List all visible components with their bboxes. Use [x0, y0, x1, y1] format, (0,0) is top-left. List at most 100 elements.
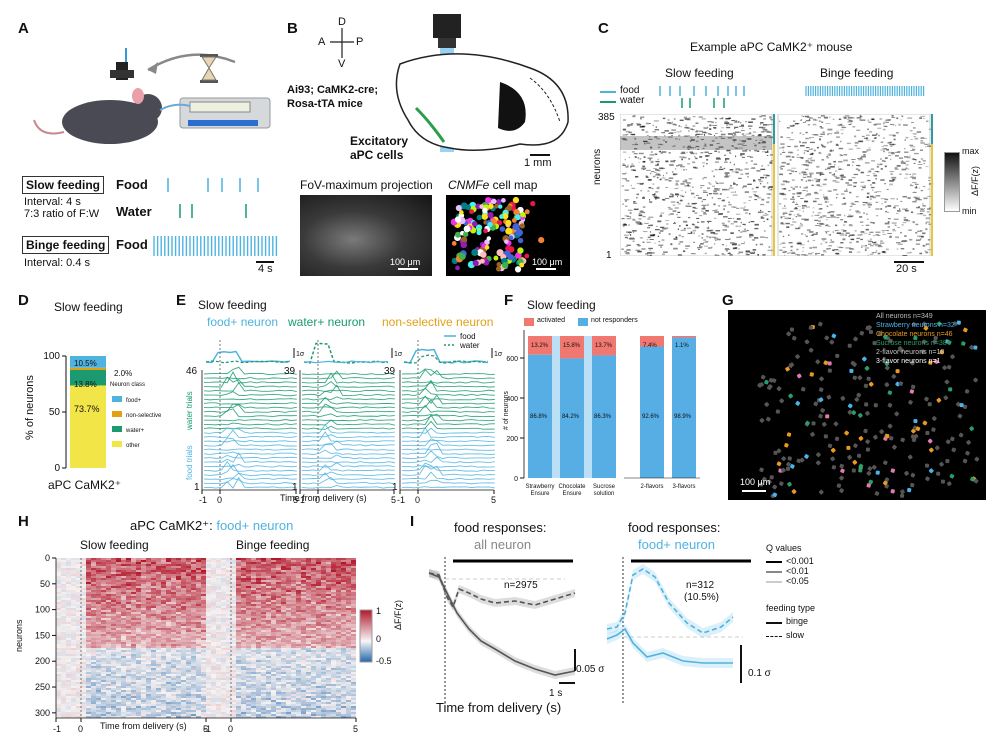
h-heat-cell — [191, 580, 196, 582]
h-heat-cell — [186, 590, 191, 592]
c-pixel — [811, 179, 814, 182]
c-pixel — [848, 148, 854, 150]
h-heat-cell — [166, 594, 171, 596]
c-pixel — [748, 128, 752, 130]
c-pixel — [824, 230, 830, 233]
h-heat-cell — [131, 672, 136, 674]
c-pixel — [807, 157, 812, 160]
h-heat-cell — [196, 690, 201, 692]
h-heat-cell — [71, 562, 76, 564]
c-pixel — [704, 127, 708, 129]
h-heat-cell — [191, 672, 196, 674]
h-heat-cell — [161, 694, 166, 696]
c-pixel — [686, 146, 692, 149]
h-heat-cell — [86, 646, 91, 648]
h-heat-cell — [126, 582, 131, 584]
c-pixel — [714, 169, 718, 171]
h-heat-cell — [136, 692, 141, 694]
c-pixel — [731, 120, 735, 122]
h-heat-cell — [71, 634, 76, 636]
h-heat-cell — [81, 702, 86, 704]
c-pixel — [924, 250, 927, 252]
f-bar-not — [528, 354, 552, 478]
c-pixel — [866, 192, 870, 195]
h-heat-cell — [191, 652, 196, 654]
c-pixel — [636, 222, 641, 225]
c-pixel — [739, 139, 741, 142]
c-pixel — [625, 166, 629, 168]
h-heat-cell — [106, 624, 111, 626]
h-heat-cell — [176, 576, 181, 578]
bar-water — [70, 370, 106, 386]
c-pixel — [900, 240, 906, 243]
h-heat-cell — [126, 578, 131, 580]
g-neuron — [834, 436, 840, 441]
c-pixel — [735, 155, 737, 158]
h-heat-cell — [96, 702, 101, 704]
c-pixel — [668, 152, 671, 154]
c-pixel — [723, 205, 727, 207]
h-heat-cell — [186, 656, 191, 658]
c-pixel — [750, 167, 756, 169]
c-pixel — [662, 167, 666, 169]
d-pct-water: 13.8% — [74, 380, 97, 389]
h-heat-cell — [96, 656, 101, 658]
h-heat-cell — [136, 668, 141, 670]
h-heat-cell — [121, 660, 126, 662]
h-heat-cell — [186, 600, 191, 602]
h-heat-cell — [151, 714, 156, 716]
c-pixel — [680, 125, 682, 128]
h-heat-cell — [186, 572, 191, 574]
g-neuron — [864, 402, 869, 407]
c-pixel — [882, 231, 885, 233]
c-pixel — [822, 216, 824, 219]
c-pixel — [724, 154, 726, 156]
h-heat-cell — [76, 654, 81, 656]
c-pixel — [926, 120, 929, 123]
cell-roi — [479, 204, 485, 209]
h-heat-cell — [61, 568, 66, 570]
h-heat-cell — [91, 662, 96, 664]
h-heat-cell — [161, 654, 166, 656]
h-heat-cell — [86, 684, 91, 686]
h-heat-cell — [101, 588, 106, 590]
h-heat-cell — [81, 600, 86, 602]
h-heat-cell — [181, 624, 186, 626]
h-heat-cell — [126, 702, 131, 704]
h-heat-cell — [126, 686, 131, 688]
h-heat-cell — [86, 692, 91, 694]
c-pixel — [880, 208, 883, 210]
e-trial-trace — [203, 403, 297, 413]
c-pixel — [705, 240, 709, 243]
h-heat-cell — [76, 636, 81, 638]
c-pixel — [873, 191, 877, 193]
g-neuron — [948, 387, 953, 392]
h-heat-cell — [136, 666, 141, 668]
c-pixel — [904, 240, 908, 242]
h-heat-cell — [136, 588, 141, 590]
c-pixel — [714, 211, 719, 213]
cell-roi — [494, 203, 500, 209]
c-pixel — [640, 190, 642, 192]
h-heat-cell — [171, 584, 176, 586]
h-heat-cell — [166, 676, 171, 678]
c-pixel — [802, 247, 805, 249]
c-pixel — [797, 195, 801, 197]
h-heat-cell — [126, 698, 131, 700]
c-pixel — [712, 192, 718, 195]
h-heat-cell — [161, 636, 166, 638]
h-heat-cell — [191, 584, 196, 586]
c-pixel — [685, 191, 687, 193]
c-pixel — [680, 229, 686, 231]
h-heat-cell — [186, 588, 191, 590]
c-pixel — [749, 236, 752, 238]
h-heat-cell — [61, 640, 66, 642]
f-category-label: 3-flavors — [672, 484, 695, 490]
h-heat-cell — [196, 684, 201, 686]
c-pixel — [751, 187, 754, 190]
c-pixel — [747, 138, 752, 140]
g-neuron — [946, 481, 952, 487]
h-heat-cell — [86, 600, 91, 602]
h-heat-cell — [151, 680, 156, 682]
h-heat-cell — [166, 686, 171, 688]
